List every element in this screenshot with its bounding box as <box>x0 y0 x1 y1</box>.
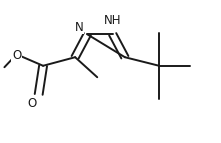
Text: O: O <box>28 97 37 110</box>
Text: N: N <box>75 21 84 34</box>
Text: NH: NH <box>104 14 122 27</box>
Text: O: O <box>12 49 21 61</box>
